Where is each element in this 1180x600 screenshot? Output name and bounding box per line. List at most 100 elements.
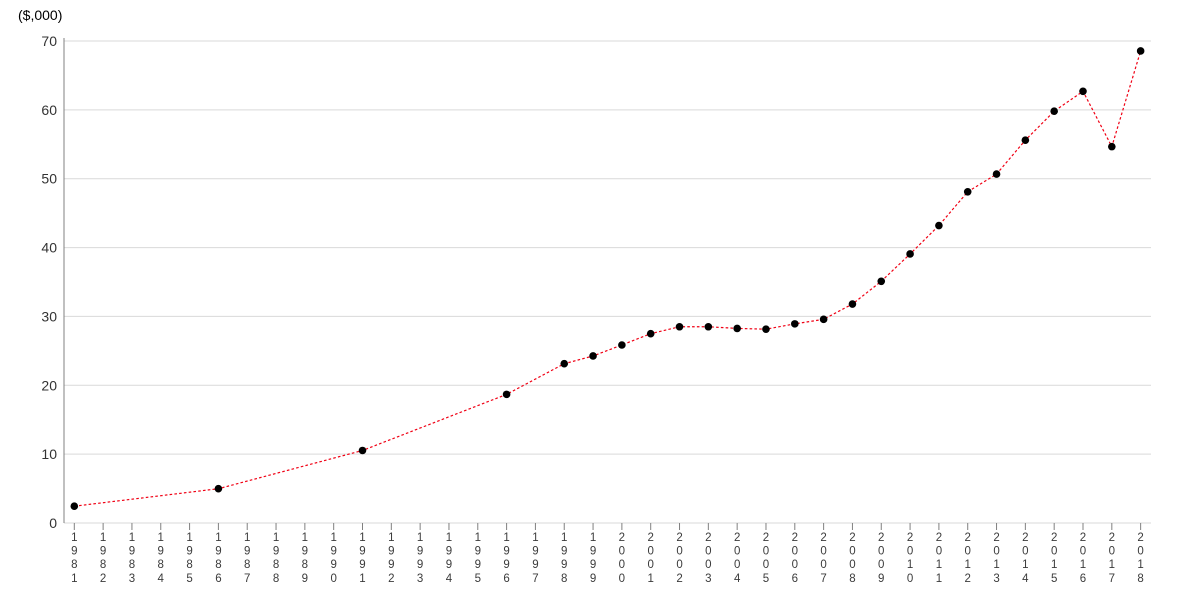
svg-text:30: 30 (41, 308, 57, 324)
svg-text:1: 1 (1137, 559, 1143, 571)
svg-text:9: 9 (359, 559, 365, 571)
svg-text:9: 9 (590, 559, 596, 571)
svg-text:7: 7 (820, 573, 826, 585)
svg-text:9: 9 (244, 546, 250, 558)
svg-text:3: 3 (417, 573, 423, 585)
svg-text:9: 9 (330, 559, 336, 571)
svg-text:2: 2 (388, 573, 394, 585)
svg-text:0: 0 (705, 546, 711, 558)
svg-text:2: 2 (619, 532, 625, 544)
svg-text:2: 2 (792, 532, 798, 544)
svg-text:1: 1 (993, 559, 999, 571)
svg-text:0: 0 (647, 559, 653, 571)
svg-text:10: 10 (41, 446, 57, 462)
svg-text:8: 8 (849, 573, 855, 585)
svg-text:2: 2 (1137, 532, 1143, 544)
svg-text:0: 0 (676, 559, 682, 571)
svg-text:2: 2 (878, 532, 884, 544)
svg-text:8: 8 (158, 559, 164, 571)
svg-text:0: 0 (619, 546, 625, 558)
svg-text:1: 1 (273, 532, 279, 544)
svg-text:9: 9 (388, 546, 394, 558)
svg-text:3: 3 (993, 573, 999, 585)
svg-text:0: 0 (619, 559, 625, 571)
svg-text:6: 6 (215, 573, 221, 585)
svg-text:2: 2 (1080, 532, 1086, 544)
svg-text:9: 9 (302, 573, 308, 585)
svg-text:1: 1 (446, 532, 452, 544)
svg-text:1: 1 (1109, 559, 1115, 571)
svg-text:4: 4 (446, 573, 453, 585)
svg-text:8: 8 (302, 559, 308, 571)
svg-text:0: 0 (734, 559, 740, 571)
svg-text:0: 0 (907, 546, 913, 558)
svg-text:1: 1 (244, 532, 250, 544)
svg-text:9: 9 (417, 546, 423, 558)
svg-text:1: 1 (532, 532, 538, 544)
svg-text:0: 0 (734, 546, 740, 558)
svg-text:8: 8 (215, 559, 221, 571)
svg-text:9: 9 (503, 546, 509, 558)
svg-text:9: 9 (475, 559, 481, 571)
svg-text:5: 5 (763, 573, 769, 585)
svg-text:1: 1 (71, 573, 77, 585)
svg-text:1: 1 (417, 532, 423, 544)
svg-text:1: 1 (907, 559, 913, 571)
svg-text:7: 7 (532, 573, 538, 585)
svg-text:1: 1 (215, 532, 221, 544)
svg-text:7: 7 (244, 573, 250, 585)
svg-text:0: 0 (820, 559, 826, 571)
svg-text:8: 8 (244, 559, 250, 571)
svg-text:8: 8 (273, 573, 279, 585)
svg-text:2: 2 (849, 532, 855, 544)
svg-text:2: 2 (647, 532, 653, 544)
svg-text:9: 9 (878, 573, 884, 585)
svg-text:0: 0 (705, 559, 711, 571)
svg-text:4: 4 (734, 573, 741, 585)
svg-text:2: 2 (1022, 532, 1028, 544)
svg-text:9: 9 (475, 546, 481, 558)
svg-text:8: 8 (273, 559, 279, 571)
svg-text:70: 70 (41, 33, 57, 49)
svg-text:2: 2 (965, 532, 971, 544)
svg-text:0: 0 (1137, 546, 1143, 558)
svg-text:2: 2 (820, 532, 826, 544)
svg-text:1: 1 (359, 573, 365, 585)
svg-text:7: 7 (1109, 573, 1115, 585)
svg-text:0: 0 (1051, 546, 1057, 558)
svg-text:8: 8 (129, 559, 135, 571)
svg-text:($,000): ($,000) (18, 7, 62, 23)
svg-text:1: 1 (129, 532, 135, 544)
svg-text:9: 9 (129, 546, 135, 558)
svg-text:9: 9 (590, 546, 596, 558)
svg-text:20: 20 (41, 377, 57, 393)
svg-text:1: 1 (1051, 559, 1057, 571)
svg-text:0: 0 (820, 546, 826, 558)
svg-text:1: 1 (936, 573, 942, 585)
svg-text:2: 2 (993, 532, 999, 544)
svg-text:9: 9 (532, 559, 538, 571)
svg-text:9: 9 (100, 546, 106, 558)
svg-text:0: 0 (49, 515, 57, 531)
svg-text:1: 1 (475, 532, 481, 544)
svg-text:8: 8 (100, 559, 106, 571)
svg-text:6: 6 (503, 573, 509, 585)
svg-text:1: 1 (590, 532, 596, 544)
svg-text:1: 1 (936, 559, 942, 571)
svg-text:1: 1 (965, 559, 971, 571)
svg-text:1: 1 (359, 532, 365, 544)
svg-text:0: 0 (849, 559, 855, 571)
svg-text:1: 1 (561, 532, 567, 544)
svg-text:0: 0 (763, 559, 769, 571)
svg-text:2: 2 (676, 532, 682, 544)
svg-text:9: 9 (446, 546, 452, 558)
svg-text:8: 8 (561, 573, 567, 585)
svg-text:0: 0 (1080, 546, 1086, 558)
svg-text:0: 0 (907, 573, 913, 585)
svg-text:40: 40 (41, 240, 57, 256)
svg-text:0: 0 (676, 546, 682, 558)
svg-text:2: 2 (936, 532, 942, 544)
svg-text:9: 9 (561, 559, 567, 571)
svg-text:8: 8 (186, 559, 192, 571)
svg-text:0: 0 (878, 559, 884, 571)
